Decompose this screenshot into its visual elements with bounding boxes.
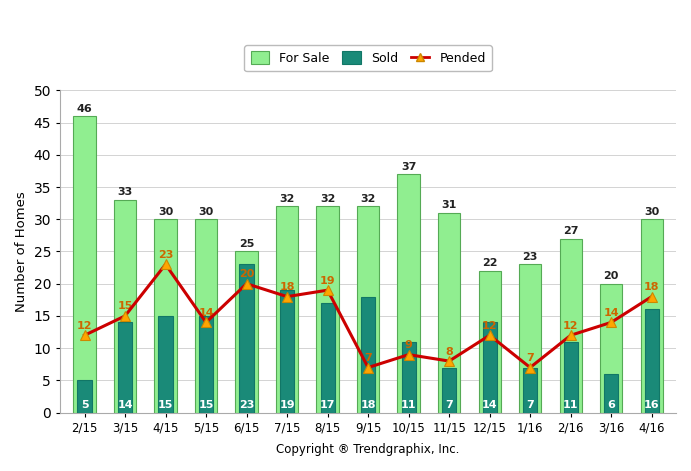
Bar bbox=[401, 342, 416, 413]
Bar bbox=[276, 206, 299, 413]
Legend: For Sale, Sold, Pended: For Sale, Sold, Pended bbox=[245, 45, 492, 71]
Text: 30: 30 bbox=[198, 207, 214, 217]
Bar bbox=[236, 252, 258, 413]
Bar bbox=[600, 284, 623, 413]
Text: 9: 9 bbox=[405, 340, 413, 350]
Text: 17: 17 bbox=[320, 400, 335, 410]
Text: 16: 16 bbox=[644, 400, 659, 410]
Text: 11: 11 bbox=[563, 400, 578, 410]
Bar bbox=[641, 219, 663, 413]
Bar bbox=[118, 322, 132, 413]
Bar bbox=[195, 219, 217, 413]
Text: 14: 14 bbox=[482, 400, 498, 410]
Bar bbox=[482, 322, 497, 413]
Text: 11: 11 bbox=[401, 400, 417, 410]
Text: 20: 20 bbox=[239, 269, 254, 279]
Bar bbox=[114, 200, 136, 413]
Bar bbox=[519, 264, 541, 413]
Text: 30: 30 bbox=[158, 207, 173, 217]
Text: 8: 8 bbox=[445, 347, 453, 357]
Bar bbox=[523, 367, 537, 413]
Text: 12: 12 bbox=[77, 321, 93, 331]
Text: 23: 23 bbox=[522, 252, 538, 262]
Text: 5: 5 bbox=[81, 400, 88, 410]
Bar bbox=[645, 309, 659, 413]
Text: 18: 18 bbox=[279, 282, 295, 292]
Bar bbox=[316, 206, 339, 413]
Bar bbox=[321, 303, 334, 413]
Text: 33: 33 bbox=[117, 187, 133, 197]
Text: 37: 37 bbox=[401, 162, 416, 171]
Text: 18: 18 bbox=[360, 400, 376, 410]
Text: 31: 31 bbox=[442, 200, 457, 210]
Bar bbox=[158, 316, 173, 413]
Text: 18: 18 bbox=[644, 282, 659, 292]
Text: 23: 23 bbox=[158, 250, 173, 260]
Bar bbox=[77, 381, 92, 413]
Text: 23: 23 bbox=[239, 400, 254, 410]
Text: 6: 6 bbox=[607, 400, 615, 410]
Bar bbox=[564, 342, 578, 413]
Text: 22: 22 bbox=[482, 258, 498, 268]
Text: 12: 12 bbox=[482, 321, 498, 331]
Text: 25: 25 bbox=[239, 239, 254, 249]
Text: 32: 32 bbox=[279, 194, 295, 204]
Text: 14: 14 bbox=[117, 400, 133, 410]
Bar bbox=[604, 374, 618, 413]
Bar bbox=[361, 297, 375, 413]
Text: 27: 27 bbox=[563, 226, 578, 236]
Text: 7: 7 bbox=[527, 400, 534, 410]
Text: 15: 15 bbox=[158, 400, 173, 410]
Bar bbox=[442, 367, 456, 413]
X-axis label: Copyright ® Trendgraphix, Inc.: Copyright ® Trendgraphix, Inc. bbox=[276, 443, 460, 456]
Bar bbox=[73, 116, 95, 413]
Bar bbox=[478, 271, 501, 413]
Text: 12: 12 bbox=[563, 321, 578, 331]
Text: 19: 19 bbox=[320, 276, 335, 285]
Bar bbox=[240, 264, 254, 413]
Text: 32: 32 bbox=[361, 194, 376, 204]
Text: 7: 7 bbox=[445, 400, 453, 410]
Bar bbox=[199, 316, 213, 413]
Bar bbox=[397, 174, 419, 413]
Text: 14: 14 bbox=[603, 308, 619, 318]
Text: 30: 30 bbox=[644, 207, 659, 217]
Bar bbox=[154, 219, 177, 413]
Text: 7: 7 bbox=[364, 353, 372, 363]
Text: 46: 46 bbox=[77, 104, 93, 114]
Text: 20: 20 bbox=[603, 271, 619, 281]
Bar bbox=[438, 213, 460, 413]
Bar bbox=[280, 290, 294, 413]
Text: 19: 19 bbox=[279, 400, 295, 410]
Text: 15: 15 bbox=[198, 400, 214, 410]
Text: 32: 32 bbox=[320, 194, 335, 204]
Y-axis label: Number of Homes: Number of Homes bbox=[15, 191, 28, 312]
Text: 14: 14 bbox=[198, 308, 214, 318]
Bar bbox=[357, 206, 379, 413]
Bar bbox=[560, 239, 582, 413]
Text: 7: 7 bbox=[527, 353, 534, 363]
Text: 15: 15 bbox=[117, 301, 133, 311]
